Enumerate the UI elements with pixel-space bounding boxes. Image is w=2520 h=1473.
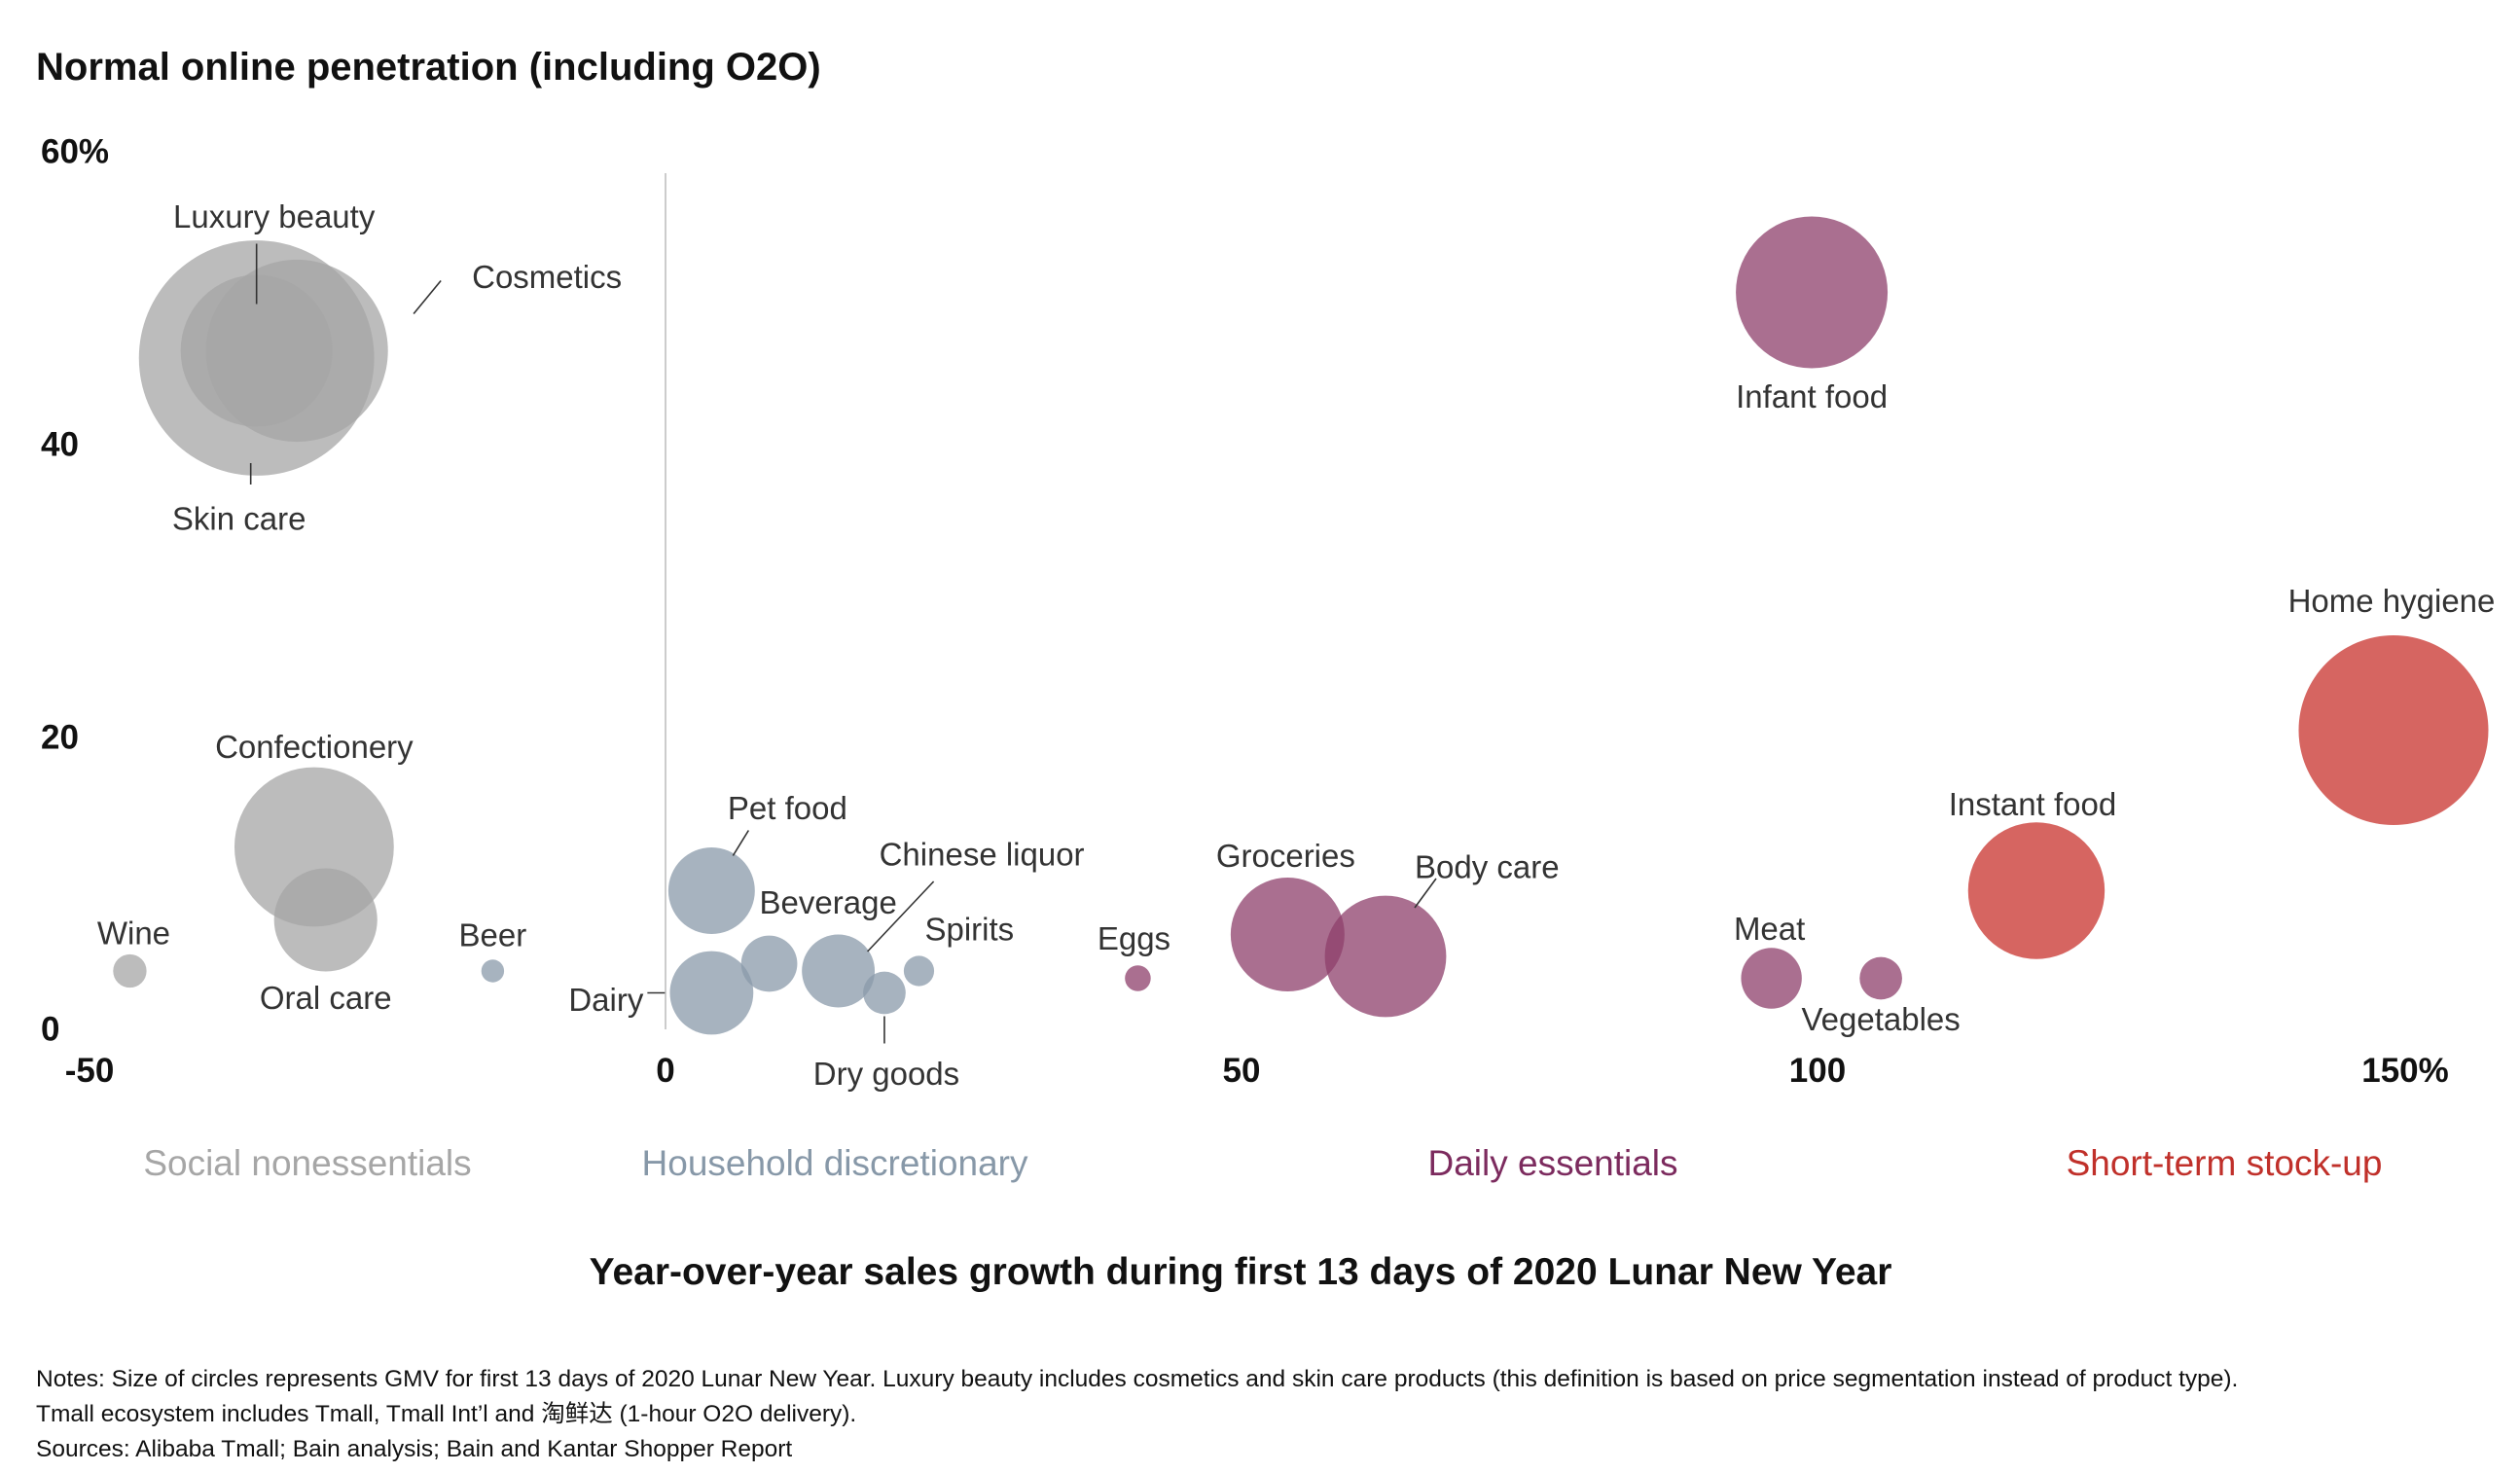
chart-title: Normal online penetration (including O2O… [36,46,821,89]
group-label-daily-essentials: Daily essentials [1427,1143,1677,1183]
label-luxury-beauty: Luxury beauty [173,198,376,234]
bubble-home-hygiene [2298,635,2489,825]
bubble-pet-food [667,847,755,934]
label-pet-food: Pet food [728,790,847,826]
x-tick-label: 150% [2361,1052,2449,1090]
label-oral-care: Oral care [260,980,392,1016]
bubble-meat [1741,948,1802,1009]
label-dry-goods: Dry goods [813,1056,959,1092]
label-vegetables: Vegetables [1801,1001,1960,1037]
bubble-dry-goods [863,971,906,1015]
bubble-spirits [903,955,935,987]
y-tick-label: 60% [41,132,109,170]
bubble-chart: Normal online penetration (including O2O… [36,46,2496,1293]
footnotes: Notes: Size of circles represents GMV fo… [36,1362,2488,1467]
group-label-household-discretionary: Household discretionary [642,1143,1028,1183]
leader-line-pet-food [732,830,750,856]
group-label-short-term-stock-up: Short-term stock-up [2067,1143,2383,1183]
category-group-labels: Social nonessentials Household discretion… [143,1143,2382,1183]
leader-line-body-care [1414,878,1437,909]
label-eggs: Eggs [1098,920,1170,956]
label-confectionery: Confectionery [215,729,414,765]
y-axis-ticks: 0 20 40 60% [41,132,109,1048]
label-spirits: Spirits [924,912,1014,948]
leader-line-chinese-liquor [867,880,935,952]
notes-line: Tmall ecosystem includes Tmall, Tmall In… [36,1401,857,1427]
bubble-wine [113,953,147,988]
label-body-care: Body care [1415,849,1560,885]
x-axis-ticks: -50 0 50 100 150% [65,1052,2449,1090]
x-tick-label: 0 [656,1052,674,1090]
bubble-vegetables [1859,956,1902,1000]
label-chinese-liquor: Chinese liquor [880,837,1085,873]
bubble-instant-food [1967,822,2106,959]
bubble-chinese-liquor [802,934,876,1008]
x-tick-label: 50 [1223,1052,1261,1090]
label-leader-lines [249,243,1437,1044]
label-meat: Meat [1734,911,1805,947]
y-tick-label: 20 [41,718,79,756]
bubbles [113,216,2489,1035]
sources-line: Sources: Alibaba Tmall; Bain analysis; B… [36,1436,793,1462]
bubble-beer [481,959,505,983]
label-home-hygiene: Home hygiene [2288,583,2496,619]
bubble-dairy [669,951,754,1035]
label-skin-care: Skin care [172,501,306,537]
group-label-social-nonessentials: Social nonessentials [143,1143,471,1183]
bubble-luxury-beauty [180,274,333,427]
label-dairy: Dairy [568,982,644,1018]
bubble-groceries [1230,878,1345,991]
label-cosmetics: Cosmetics [472,259,622,295]
bubble-infant-food [1736,216,1889,369]
x-tick-label: -50 [65,1052,115,1090]
notes-line: Notes: Size of circles represents GMV fo… [36,1366,2239,1392]
bubble-labels: Luxury beauty Cosmetics Skin care Confectio… [97,198,2496,1092]
label-infant-food: Infant food [1736,378,1888,414]
bubble-eggs [1125,965,1151,991]
bubble-oral-care [273,868,378,972]
y-tick-label: 40 [41,425,79,463]
leader-line-cosmetics [413,279,442,315]
label-beer: Beer [459,917,527,953]
bubble-body-care [1324,895,1447,1018]
label-instant-food: Instant food [1949,786,2116,822]
y-tick-label: 0 [41,1010,59,1048]
label-groceries: Groceries [1216,838,1355,874]
label-beverage: Beverage [760,884,897,920]
x-tick-label: 100 [1789,1052,1846,1090]
bubble-beverage [740,935,798,992]
x-axis-title: Year-over-year sales growth during first… [590,1251,1892,1293]
label-wine: Wine [97,916,170,952]
